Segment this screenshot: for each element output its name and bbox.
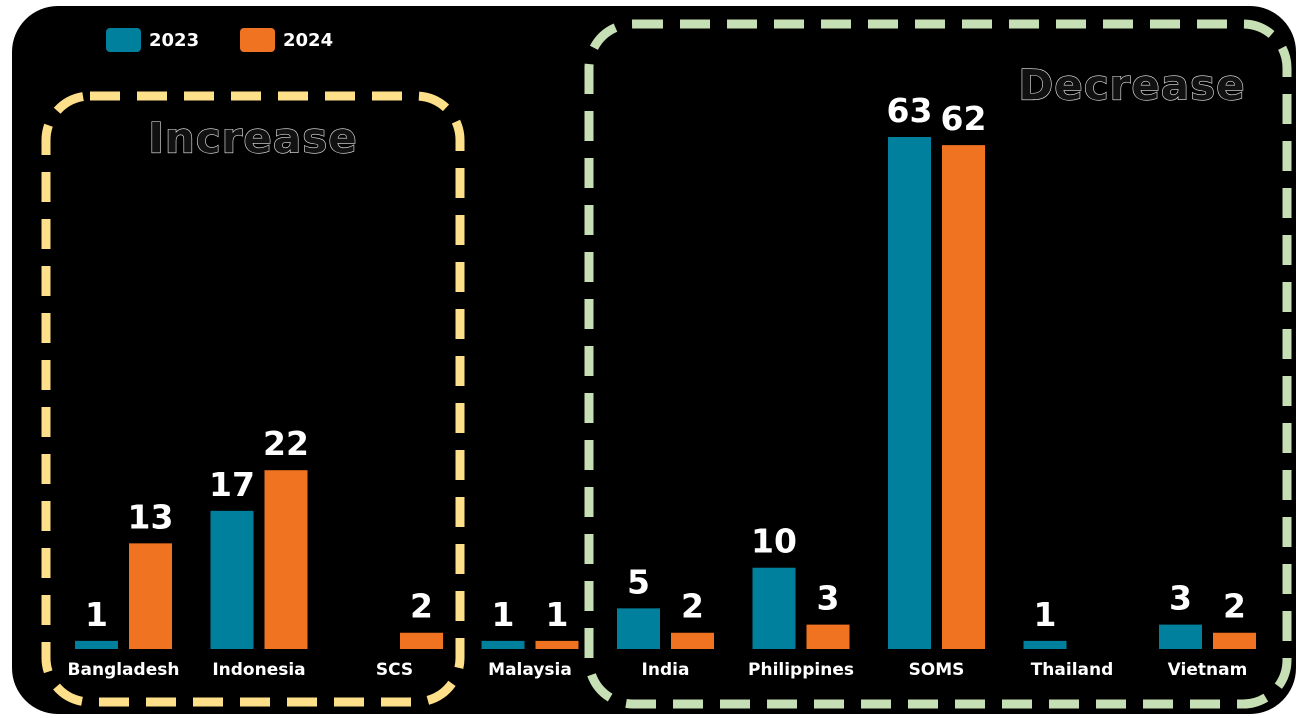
value-label-philippines-2024: 3 (817, 579, 840, 618)
bar-philippines-2024 (806, 624, 850, 649)
legend: 2023 2024 (106, 28, 333, 52)
value-label-bangladesh-2024: 13 (128, 497, 174, 536)
value-label-indonesia-2024: 22 (263, 424, 309, 463)
legend-label-2024: 2024 (283, 30, 333, 51)
bar-malaysia-2023 (481, 640, 525, 649)
bar-india-2023 (617, 608, 660, 649)
bar-philippines-2023 (752, 567, 796, 649)
bar-soms-2024 (942, 145, 985, 649)
bar-indonesia-2023 (210, 510, 254, 649)
group-box-decrease (584, 19, 1292, 709)
category-label-india: India (642, 660, 690, 680)
bar-india-2024 (671, 632, 714, 649)
category-label-philippines: Philippines (748, 660, 854, 680)
labels: IncreaseDecrease113Bangladesh1722Indones… (68, 60, 1248, 680)
value-label-vietnam-2023: 3 (1169, 579, 1192, 618)
bar-soms-2023 (888, 137, 931, 649)
value-label-bangladesh-2023: 1 (85, 595, 108, 634)
value-label-indonesia-2023: 17 (209, 465, 255, 504)
value-label-thailand-2023: 1 (1034, 595, 1057, 634)
value-label-india-2024: 2 (681, 587, 704, 626)
group-boxes (41, 19, 1292, 709)
category-label-thailand: Thailand (1031, 660, 1114, 680)
bar-indonesia-2024 (264, 470, 308, 649)
value-label-malaysia-2024: 1 (546, 595, 569, 634)
legend-swatch-2023 (106, 28, 141, 52)
bar-malaysia-2024 (535, 640, 579, 649)
group-box-increase (41, 91, 465, 707)
bar-vietnam-2023 (1159, 624, 1202, 649)
legend-swatch-2024 (240, 28, 275, 52)
value-label-vietnam-2024: 2 (1223, 587, 1246, 626)
category-label-scs: SCS (376, 660, 413, 680)
bar-scs-2024 (400, 632, 443, 649)
group-label-decrease: Decrease (1018, 61, 1245, 110)
chart-background (12, 6, 1296, 714)
value-label-soms-2023: 63 (887, 91, 933, 130)
group-label-increase: Increase (148, 114, 357, 163)
bar-vietnam-2024 (1213, 632, 1256, 649)
category-label-malaysia: Malaysia (488, 660, 572, 680)
value-label-soms-2024: 62 (941, 99, 987, 138)
bar-thailand-2023 (1023, 640, 1067, 649)
value-label-india-2023: 5 (627, 562, 650, 601)
bars (75, 137, 1256, 649)
category-label-vietnam: Vietnam (1168, 660, 1248, 680)
category-label-indonesia: Indonesia (212, 660, 305, 680)
category-label-bangladesh: Bangladesh (68, 660, 180, 680)
value-label-philippines-2023: 10 (751, 522, 797, 561)
legend-label-2023: 2023 (149, 30, 199, 51)
category-label-soms: SOMS (909, 660, 965, 680)
value-label-scs-2024: 2 (410, 587, 433, 626)
bar-bangladesh-2023 (75, 640, 118, 649)
value-label-malaysia-2023: 1 (492, 595, 515, 634)
bar-bangladesh-2024 (129, 543, 172, 649)
